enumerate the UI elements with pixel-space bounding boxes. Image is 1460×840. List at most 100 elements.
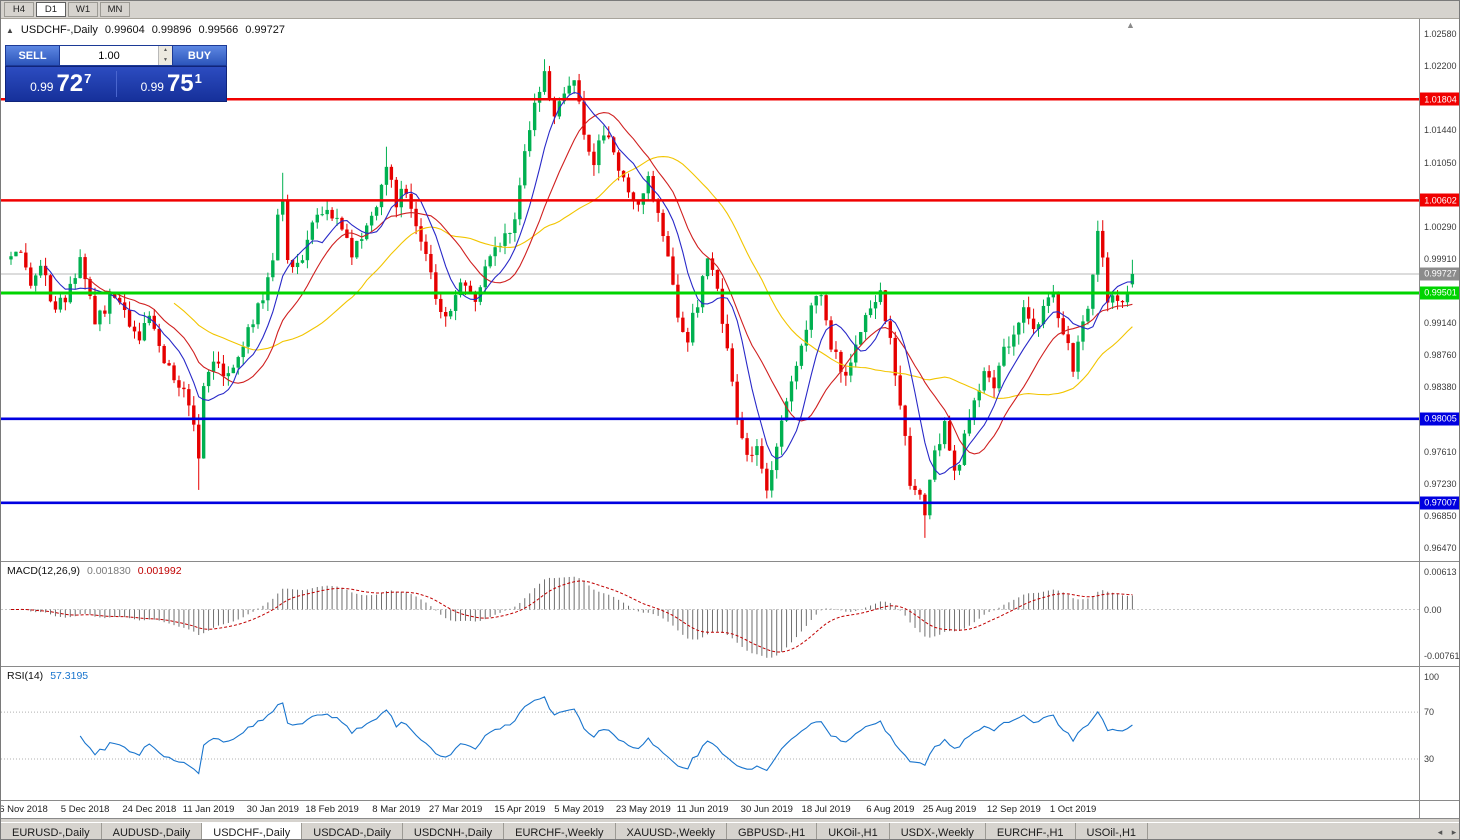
chart-ohlc-header: ▲ USDCHF-,Daily 0.99604 0.99896 0.99566 …	[6, 24, 285, 36]
rsi-label: RSI(14) 57.3195	[7, 670, 89, 682]
volume-input[interactable]	[60, 46, 158, 65]
date-label: 24 Dec 2018	[122, 804, 177, 815]
price-level-badge[interactable]: 1.01804	[1420, 92, 1459, 106]
rsi-panel: RSI(14) 57.3195	[1, 667, 1419, 800]
macd-value-signal: 0.001992	[137, 565, 182, 577]
macd-chart[interactable]	[1, 562, 1419, 666]
date-label: 6 Aug 2019	[866, 804, 915, 815]
ohlc-close: 0.99727	[245, 24, 285, 36]
price-level-badge[interactable]: 0.98005	[1420, 412, 1459, 426]
time-axis: 16 Nov 2018 5 Dec 2018 24 Dec 2018 11 Jan 2…	[1, 801, 1419, 818]
price-axis-label: 1.00290	[1424, 221, 1457, 232]
chart-tab-xauusd-weekly[interactable]: XAUUSD-,Weekly	[615, 823, 727, 839]
chart-tab-ukoil-h1[interactable]: UKOil-,H1	[817, 823, 890, 839]
price-axis: 1.02580 1.02200 1.01440 1.01050 1.00290 0.999…	[1419, 19, 1460, 818]
sell-price-figure: 0.99	[30, 80, 54, 94]
price-axis-label: 1.01440	[1424, 124, 1457, 135]
price-axis-label: 0.99140	[1424, 318, 1457, 329]
date-label: 18 Feb 2019	[305, 804, 359, 815]
timeframe-toolbar: H4 D1 W1 MN	[1, 1, 1459, 19]
timeframe-button-mn[interactable]: MN	[100, 2, 130, 17]
price-axis-label: 0.96470	[1424, 542, 1457, 553]
price-axis-label: -0.00761	[1424, 651, 1460, 662]
price-axis-label: 0.99910	[1424, 253, 1457, 264]
price-level-badge[interactable]: 1.00602	[1420, 193, 1459, 207]
date-label: 11 Jun 2019	[676, 804, 729, 815]
date-label: 8 Mar 2019	[372, 804, 421, 815]
price-axis-label: 0.97230	[1424, 479, 1457, 490]
price-axis-label: 0.98760	[1424, 350, 1457, 361]
current-price-badge: 0.99727	[1420, 267, 1459, 281]
price-axis-label: 0.98380	[1424, 382, 1457, 393]
oct-collapse-icon[interactable]: ▲	[6, 25, 14, 35]
chart-tab-eurusd-daily[interactable]: EURUSD-,Daily	[1, 823, 102, 839]
date-label: 1 Oct 2019	[1049, 804, 1097, 815]
ohlc-open: 0.99604	[104, 24, 145, 36]
price-axis-label: 30	[1424, 753, 1435, 764]
date-label: 25 Aug 2019	[922, 804, 977, 815]
chart-tab-bar: EURUSD-,Daily AUDUSD-,Daily USDCHF-,Daily U…	[1, 822, 1459, 839]
chart-tab-usdchf-daily[interactable]: USDCHF-,Daily	[202, 823, 303, 839]
timeframe-button-h4[interactable]: H4	[4, 2, 34, 17]
buy-price-point: 1	[194, 71, 202, 86]
macd-panel: MACD(12,26,9) 0.001830 0.001992	[1, 562, 1419, 666]
candlestick-chart[interactable]	[1, 19, 1419, 561]
volume-increase-button[interactable]: ▲	[159, 46, 172, 56]
date-label: 15 Apr 2019	[494, 804, 546, 815]
price-axis-label: 100	[1424, 671, 1440, 682]
chart-shift-marker-icon: ▲	[1126, 20, 1135, 30]
chart-tab-usdcad-daily[interactable]: USDCAD-,Daily	[302, 823, 403, 839]
chart-symbol: USDCHF-,Daily	[20, 24, 98, 36]
buy-price-figure: 0.99	[140, 80, 164, 94]
rsi-value: 57.3195	[50, 670, 89, 682]
sell-price-pips: 72	[56, 70, 84, 97]
chart-tab-audusd-daily[interactable]: AUDUSD-,Daily	[101, 823, 203, 839]
date-label: 5 May 2019	[554, 804, 604, 815]
volume-field: ▲ ▼	[60, 45, 172, 66]
price-axis-label: 70	[1424, 707, 1435, 718]
price-axis-label: 0.00	[1424, 604, 1442, 615]
volume-decrease-button[interactable]: ▼	[159, 55, 172, 65]
date-label: 23 May 2019	[615, 804, 671, 815]
price-axis-label: 0.97610	[1424, 447, 1457, 458]
date-label: 30 Jan 2019	[246, 804, 299, 815]
timeframe-button-d1[interactable]: D1	[36, 2, 66, 17]
sell-price-point: 7	[84, 71, 92, 86]
buy-price[interactable]: 0.99 75 1	[117, 70, 227, 98]
date-label: 18 Jul 2019	[801, 804, 851, 815]
sell-button[interactable]: SELL	[5, 45, 60, 66]
date-label: 11 Jan 2019	[182, 804, 235, 815]
buy-price-pips: 75	[166, 70, 194, 97]
chart-tab-usdcnh-daily[interactable]: USDCNH-,Daily	[402, 823, 505, 839]
price-divider	[115, 71, 117, 97]
price-axis-label: 0.96850	[1424, 510, 1457, 521]
date-label: 5 Dec 2018	[60, 804, 110, 815]
rsi-chart[interactable]	[1, 667, 1419, 800]
date-label: 12 Sep 2019	[986, 804, 1041, 815]
price-axis-label: 1.01050	[1424, 157, 1457, 168]
date-label: 16 Nov 2018	[1, 804, 48, 815]
chart-area[interactable]: ▲ ▲ USDCHF-,Daily 0.99604 0.99896 0.9956…	[1, 19, 1419, 561]
chart-tab-gbpusd-h1[interactable]: GBPUSD-,H1	[726, 823, 818, 839]
tab-scroll-right-icon[interactable]: ▸	[1451, 827, 1457, 837]
timeframe-button-w1[interactable]: W1	[68, 2, 98, 17]
macd-value-main: 0.001830	[86, 565, 131, 577]
price-axis-label: 0.00613	[1424, 567, 1457, 578]
chart-tab-eurchf-h1[interactable]: EURCHF-,H1	[985, 823, 1076, 839]
sell-price[interactable]: 0.99 72 7	[6, 70, 116, 98]
price-axis-label: 1.02580	[1424, 28, 1457, 39]
chart-tab-eurchf-weekly[interactable]: EURCHF-,Weekly	[504, 823, 616, 839]
price-axis-label: 1.02200	[1424, 60, 1457, 71]
chart-tab-usoil-h1[interactable]: USOil-,H1	[1075, 823, 1149, 839]
tab-scroll-left-icon[interactable]: ◂	[1437, 827, 1443, 837]
macd-label: MACD(12,26,9) 0.001830 0.001992	[7, 565, 182, 577]
buy-button[interactable]: BUY	[172, 45, 227, 66]
date-label: 27 Mar 2019	[428, 804, 483, 815]
date-label: 30 Jun 2019	[740, 804, 793, 815]
ohlc-low: 0.99566	[198, 24, 239, 36]
price-level-badge[interactable]: 0.99501	[1420, 286, 1459, 300]
chart-tab-usdx-weekly[interactable]: USDX-,Weekly	[889, 823, 986, 839]
price-level-badge[interactable]: 0.97007	[1420, 496, 1459, 510]
